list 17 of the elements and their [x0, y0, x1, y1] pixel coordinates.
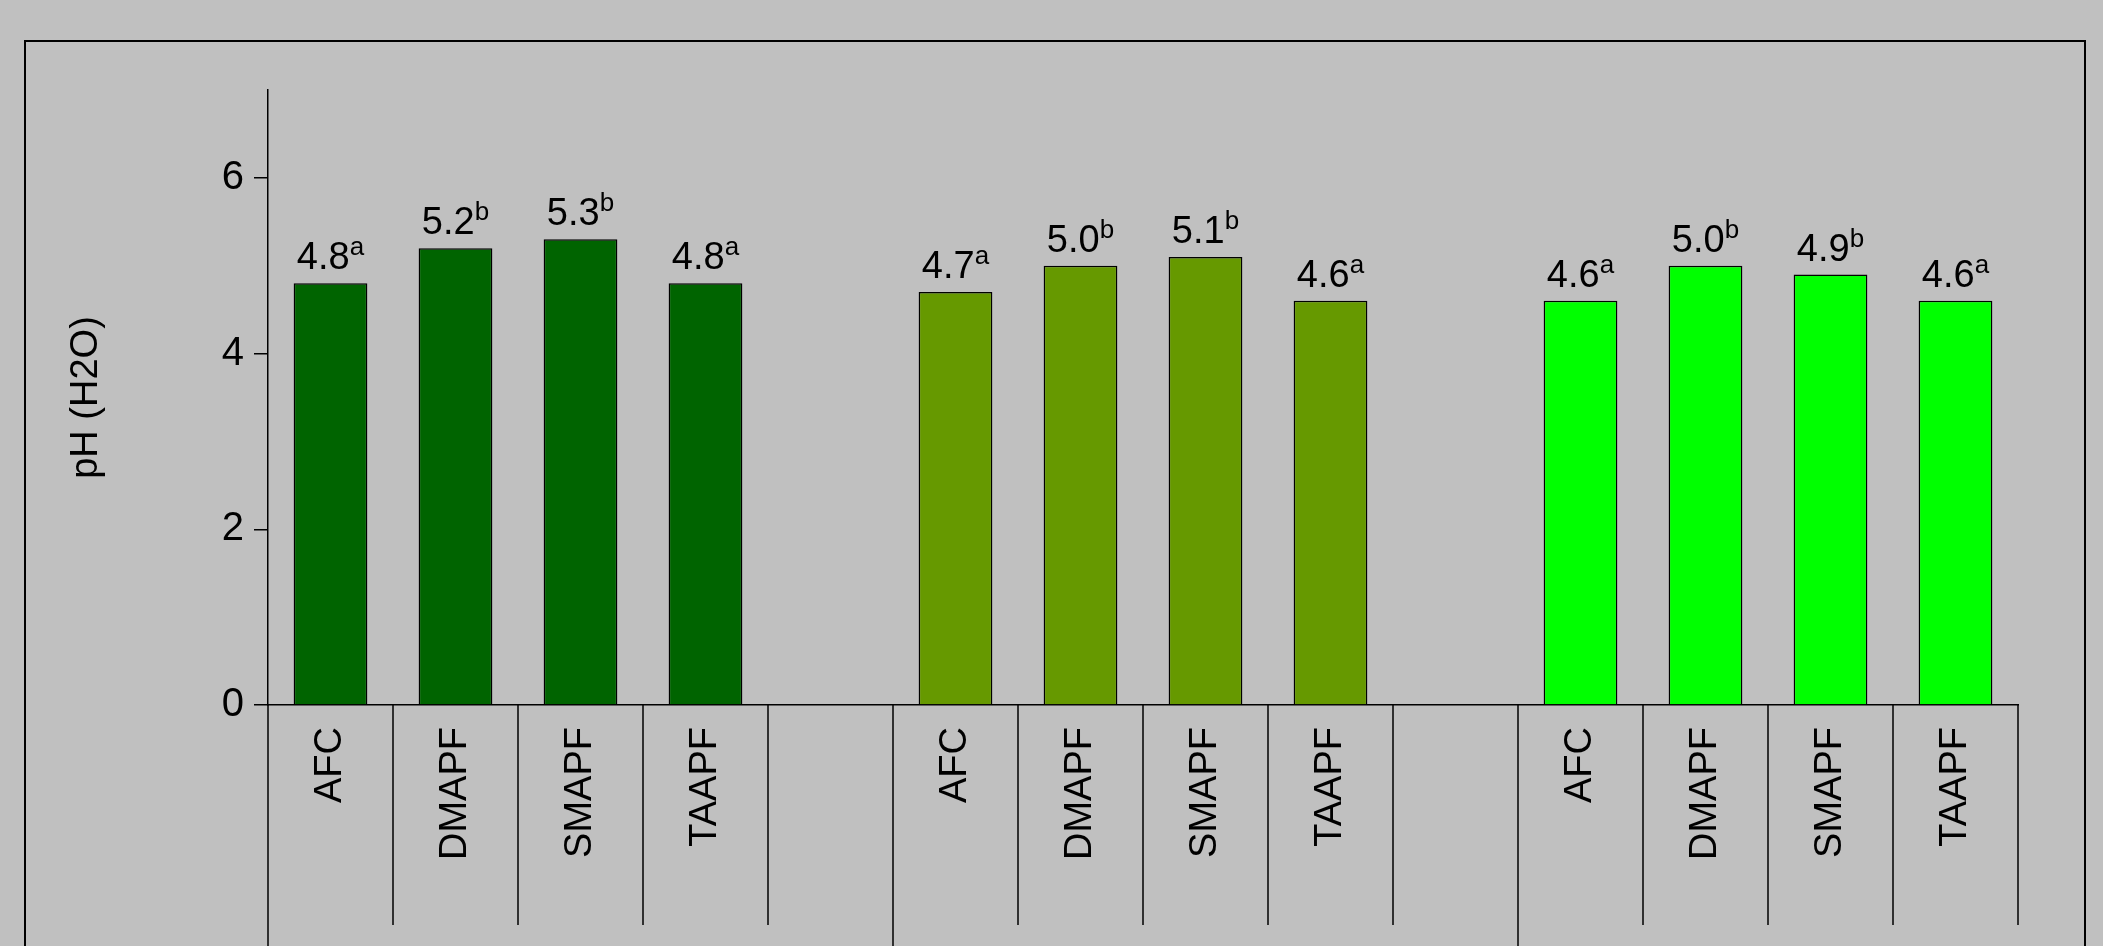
- y-tick-label: 6: [221, 152, 244, 197]
- x-tick-label: SMAPF: [1181, 727, 1224, 858]
- x-tick-label: AFC: [1556, 727, 1599, 803]
- x-tick-label: DMAPF: [1056, 727, 1099, 860]
- y-tick-label: 2: [221, 504, 244, 549]
- x-tick-label: DMAPF: [1681, 727, 1724, 860]
- x-tick-label: SMAPF: [1806, 727, 1849, 858]
- y-axis-title: pH (H2O): [63, 316, 106, 479]
- x-tick-label: TAAPF: [1306, 727, 1349, 847]
- x-tick-label: TAAPF: [681, 727, 724, 847]
- x-tick-label: AFC: [306, 727, 349, 803]
- x-tick-label: SMAPF: [556, 727, 599, 858]
- x-tick-label: AFC: [931, 727, 974, 803]
- x-tick-label: TAAPF: [1931, 727, 1974, 847]
- x-tick-label: DMAPF: [431, 727, 474, 860]
- y-tick-label: 0: [221, 680, 244, 725]
- y-tick-label: 4: [221, 328, 244, 373]
